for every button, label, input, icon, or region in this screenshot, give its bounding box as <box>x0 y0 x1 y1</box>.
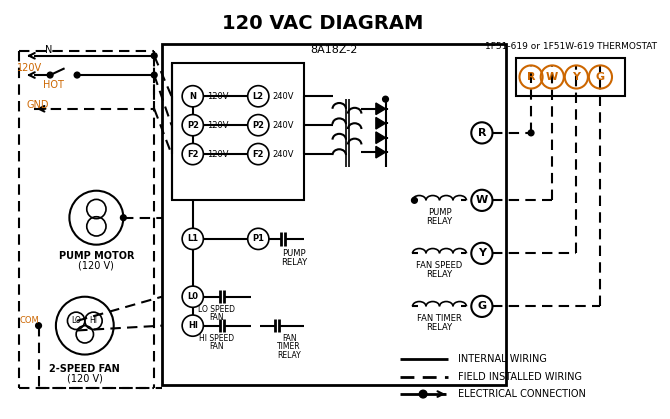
Text: HI: HI <box>188 321 198 330</box>
Text: P2: P2 <box>187 121 199 129</box>
Text: 2-SPEED FAN: 2-SPEED FAN <box>50 364 120 374</box>
Circle shape <box>47 72 53 78</box>
Circle shape <box>528 130 534 136</box>
Circle shape <box>121 215 126 220</box>
Text: F2: F2 <box>187 150 198 158</box>
Text: 240V: 240V <box>273 92 294 101</box>
Polygon shape <box>376 132 385 143</box>
Text: RELAY: RELAY <box>281 258 307 266</box>
Text: R: R <box>527 72 535 82</box>
Text: RELAY: RELAY <box>426 217 452 226</box>
Text: N: N <box>44 45 52 55</box>
Circle shape <box>151 72 157 78</box>
Text: Y: Y <box>572 72 580 82</box>
Text: G: G <box>477 301 486 311</box>
Text: HI: HI <box>90 316 98 325</box>
Text: (120 V): (120 V) <box>67 374 103 384</box>
Text: W: W <box>546 72 558 82</box>
Text: G: G <box>596 72 605 82</box>
Polygon shape <box>376 103 385 114</box>
Text: GND: GND <box>27 100 50 110</box>
Text: INTERNAL WIRING: INTERNAL WIRING <box>458 354 547 365</box>
Text: (120 V): (120 V) <box>78 261 115 271</box>
Circle shape <box>411 197 417 203</box>
Text: LO SPEED: LO SPEED <box>198 305 235 314</box>
Text: 1F51-619 or 1F51W-619 THERMOSTAT: 1F51-619 or 1F51W-619 THERMOSTAT <box>484 41 657 51</box>
Text: F2: F2 <box>253 150 264 158</box>
Text: RELAY: RELAY <box>277 351 301 360</box>
Text: FAN: FAN <box>210 313 224 323</box>
Bar <box>516 58 624 96</box>
Text: 120V: 120V <box>207 150 228 158</box>
Text: FAN: FAN <box>210 342 224 352</box>
Circle shape <box>74 72 80 78</box>
Text: 120 VAC DIAGRAM: 120 VAC DIAGRAM <box>222 13 423 33</box>
Text: N: N <box>189 92 196 101</box>
Text: PUMP: PUMP <box>282 249 306 258</box>
Text: FIELD INSTALLED WIRING: FIELD INSTALLED WIRING <box>458 372 582 382</box>
Text: R: R <box>478 128 486 138</box>
Circle shape <box>383 96 389 102</box>
Text: W: W <box>476 195 488 205</box>
Text: Y: Y <box>478 248 486 259</box>
Text: FAN: FAN <box>282 334 296 343</box>
Text: TIMER: TIMER <box>277 342 301 352</box>
Text: L1: L1 <box>187 234 198 243</box>
Text: RELAY: RELAY <box>426 270 452 279</box>
Text: PUMP: PUMP <box>427 208 452 217</box>
Text: FAN TIMER: FAN TIMER <box>417 314 462 323</box>
Circle shape <box>151 53 157 59</box>
Text: PUMP MOTOR: PUMP MOTOR <box>59 251 134 261</box>
Text: 120V: 120V <box>17 63 42 73</box>
Text: HOT: HOT <box>44 80 64 90</box>
Text: COM: COM <box>19 316 39 325</box>
Text: 120V: 120V <box>207 92 228 101</box>
Text: L0: L0 <box>187 292 198 301</box>
Polygon shape <box>376 146 385 158</box>
Circle shape <box>419 390 427 398</box>
Text: 240V: 240V <box>273 121 294 129</box>
Bar <box>162 44 506 385</box>
Text: HI SPEED: HI SPEED <box>199 334 234 343</box>
Text: ELECTRICAL CONNECTION: ELECTRICAL CONNECTION <box>458 389 586 399</box>
Text: 120V: 120V <box>207 121 228 129</box>
Text: 240V: 240V <box>273 150 294 158</box>
Text: FAN SPEED: FAN SPEED <box>416 261 462 270</box>
Text: 8A18Z-2: 8A18Z-2 <box>310 45 357 55</box>
Text: LO: LO <box>71 316 81 325</box>
Text: L2: L2 <box>253 92 264 101</box>
Text: P1: P1 <box>253 234 264 243</box>
Polygon shape <box>376 117 385 129</box>
Circle shape <box>36 323 42 328</box>
Bar <box>172 64 304 200</box>
Text: RELAY: RELAY <box>426 323 452 332</box>
Text: P2: P2 <box>253 121 264 129</box>
